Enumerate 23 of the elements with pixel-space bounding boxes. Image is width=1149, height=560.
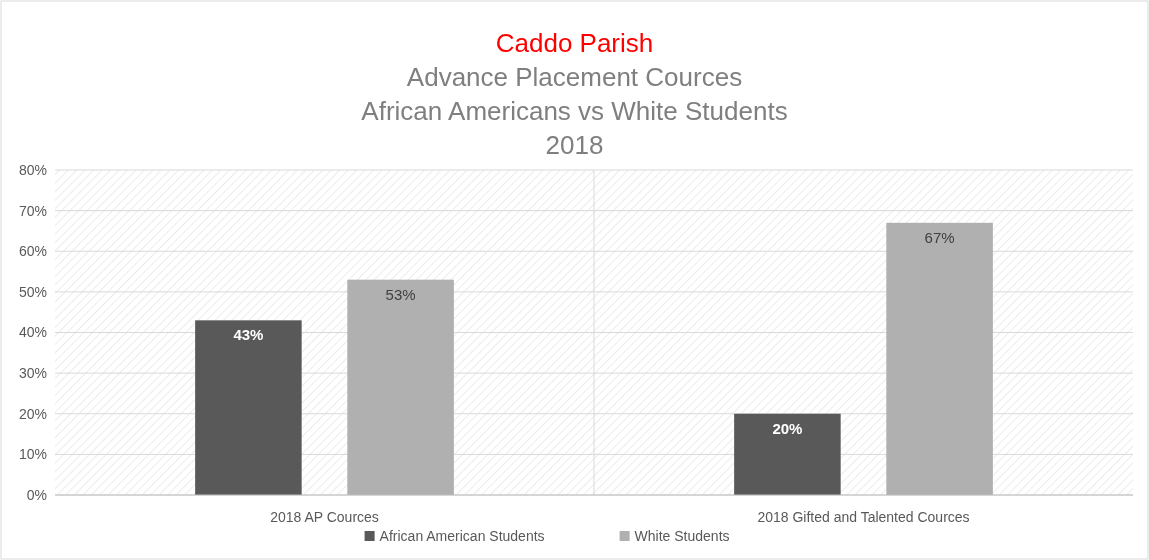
y-tick-label: 70% xyxy=(18,202,47,219)
y-tick-label: 60% xyxy=(18,243,47,260)
x-tick-label: 2018 Gifted and Talented Cources xyxy=(757,509,970,525)
y-tick-label: 10% xyxy=(18,446,47,463)
bar xyxy=(195,320,302,495)
legend-label: White Students xyxy=(634,528,730,544)
y-tick-label: 20% xyxy=(18,405,47,422)
data-label: 20% xyxy=(772,419,803,437)
y-tick-label: 40% xyxy=(18,324,47,341)
bar xyxy=(734,413,841,495)
data-label: 43% xyxy=(233,326,264,344)
y-tick-label: 80% xyxy=(18,161,47,178)
y-tick-label: 0% xyxy=(26,486,47,503)
chart-title: Caddo Parish xyxy=(495,28,654,58)
bar xyxy=(886,222,993,495)
y-tick-label: 50% xyxy=(18,283,47,300)
legend-label: African American Students xyxy=(379,528,545,544)
x-tick-label: 2018 AP Cources xyxy=(270,509,379,525)
data-label: 53% xyxy=(385,285,416,303)
y-tick-label: 30% xyxy=(18,365,47,382)
bar xyxy=(347,279,454,495)
chart-subtitle: Advance Placement Cources African Americans vs White Students 2018 xyxy=(361,62,788,160)
data-label: 67% xyxy=(924,228,955,246)
